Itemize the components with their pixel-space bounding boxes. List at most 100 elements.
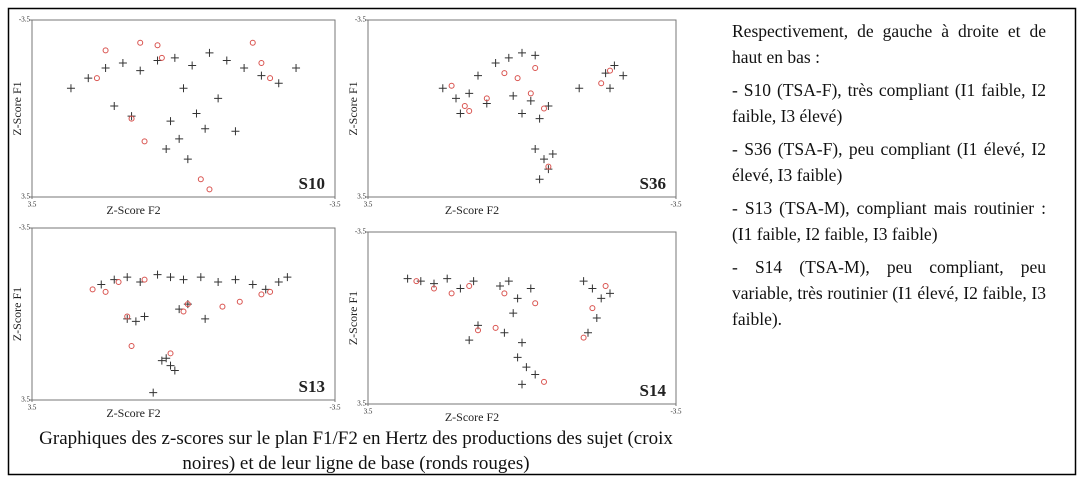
y-tick-label: -3.5 xyxy=(355,228,367,236)
circle-point xyxy=(102,288,109,295)
cross-point xyxy=(526,284,535,293)
circle-point xyxy=(448,82,455,89)
circle-point xyxy=(124,313,131,320)
cross-point xyxy=(101,64,110,73)
circle-point xyxy=(219,303,226,310)
circle-point xyxy=(93,75,100,82)
cross-point xyxy=(201,124,210,133)
circle-point xyxy=(249,39,256,46)
circle-point xyxy=(89,286,96,293)
x-tick-label: 3.5 xyxy=(28,201,37,209)
cross-point xyxy=(214,278,223,287)
circle-point xyxy=(167,350,174,357)
circle-point xyxy=(514,75,521,82)
cross-point xyxy=(606,289,614,298)
y-tick-label: -3.5 xyxy=(355,16,367,24)
cross-point xyxy=(456,284,465,293)
cross-point xyxy=(518,380,526,389)
cross-point xyxy=(179,84,188,93)
cross-point xyxy=(157,356,166,365)
circle-point xyxy=(589,305,596,312)
cross-point xyxy=(257,71,266,80)
cross-point xyxy=(162,144,171,153)
cross-point xyxy=(136,66,145,75)
circle-point xyxy=(206,186,213,193)
cross-point xyxy=(513,353,522,362)
cross-point xyxy=(292,64,301,73)
circle-point xyxy=(431,285,437,292)
caption: Graphiques des z-scores sur le plan F1/F… xyxy=(39,428,673,474)
cross-point xyxy=(131,317,140,326)
cross-point xyxy=(274,79,283,88)
cross-point xyxy=(518,48,526,57)
circle-point xyxy=(128,115,135,122)
x-axis-label: Z-Score F2 xyxy=(106,406,160,420)
y-tick-label: -3.5 xyxy=(19,16,31,24)
panel-label: S14 xyxy=(640,381,667,400)
cross-point xyxy=(513,294,522,303)
cross-point xyxy=(118,58,127,67)
cross-point xyxy=(452,94,460,103)
cross-point xyxy=(606,84,614,93)
cross-point xyxy=(518,338,526,347)
circle-point xyxy=(184,301,191,308)
cross-point xyxy=(531,144,540,153)
cross-point xyxy=(535,175,544,184)
paragraph: - S13 (TSA-M), compliant mais routinier … xyxy=(732,198,1046,244)
circle-point xyxy=(137,39,144,46)
panel-label: S10 xyxy=(299,174,325,193)
circle-point xyxy=(466,108,473,115)
circle-point xyxy=(492,324,499,331)
cross-point xyxy=(526,96,535,105)
x-tick-label: -3.5 xyxy=(670,408,682,416)
circle-point xyxy=(413,278,420,285)
cross-point xyxy=(579,277,588,286)
frame xyxy=(7,7,1077,476)
circle-point xyxy=(102,47,109,54)
circle-point xyxy=(466,283,473,290)
cross-point xyxy=(166,273,175,282)
x-tick-label: 3.5 xyxy=(28,404,37,412)
circle-point xyxy=(448,290,455,297)
cross-point xyxy=(597,294,606,303)
cross-point xyxy=(456,109,465,118)
cross-point xyxy=(535,114,544,123)
circle-point xyxy=(602,283,609,290)
cross-point xyxy=(504,277,513,286)
y-axis-label: Z-Score F1 xyxy=(10,81,24,135)
plot-area xyxy=(367,19,677,198)
circle-point xyxy=(483,95,490,102)
x-tick-label: -3.5 xyxy=(329,404,341,412)
cross-point xyxy=(231,127,240,136)
circle-point xyxy=(580,334,587,341)
circle-point xyxy=(501,290,508,297)
cross-point xyxy=(588,284,597,293)
cross-point xyxy=(509,91,518,100)
cross-point xyxy=(469,277,478,286)
panel-label: S36 xyxy=(640,174,666,193)
circle-point xyxy=(527,90,534,97)
cross-point xyxy=(443,274,452,283)
cross-point xyxy=(201,314,210,323)
x-axis-label: Z-Score F2 xyxy=(445,203,499,217)
cross-point xyxy=(518,109,526,118)
cross-point xyxy=(509,309,518,318)
circle-point xyxy=(258,59,265,66)
y-tick-label: 3.5 xyxy=(21,193,30,201)
cross-point xyxy=(438,84,447,93)
circle-point xyxy=(154,42,161,49)
panel-label: S13 xyxy=(299,377,325,396)
cross-point xyxy=(97,280,106,289)
cross-point xyxy=(491,58,500,67)
cross-point xyxy=(231,275,240,284)
y-axis-label: Z-Score F1 xyxy=(346,81,360,135)
cross-point xyxy=(192,109,201,118)
cross-point xyxy=(153,270,162,279)
x-tick-label: -3.5 xyxy=(329,201,341,209)
cross-point xyxy=(575,84,584,93)
x-axis-label: Z-Score F2 xyxy=(106,203,160,217)
cross-point xyxy=(465,336,474,345)
circle-point xyxy=(267,288,274,295)
circle-point xyxy=(141,276,148,283)
